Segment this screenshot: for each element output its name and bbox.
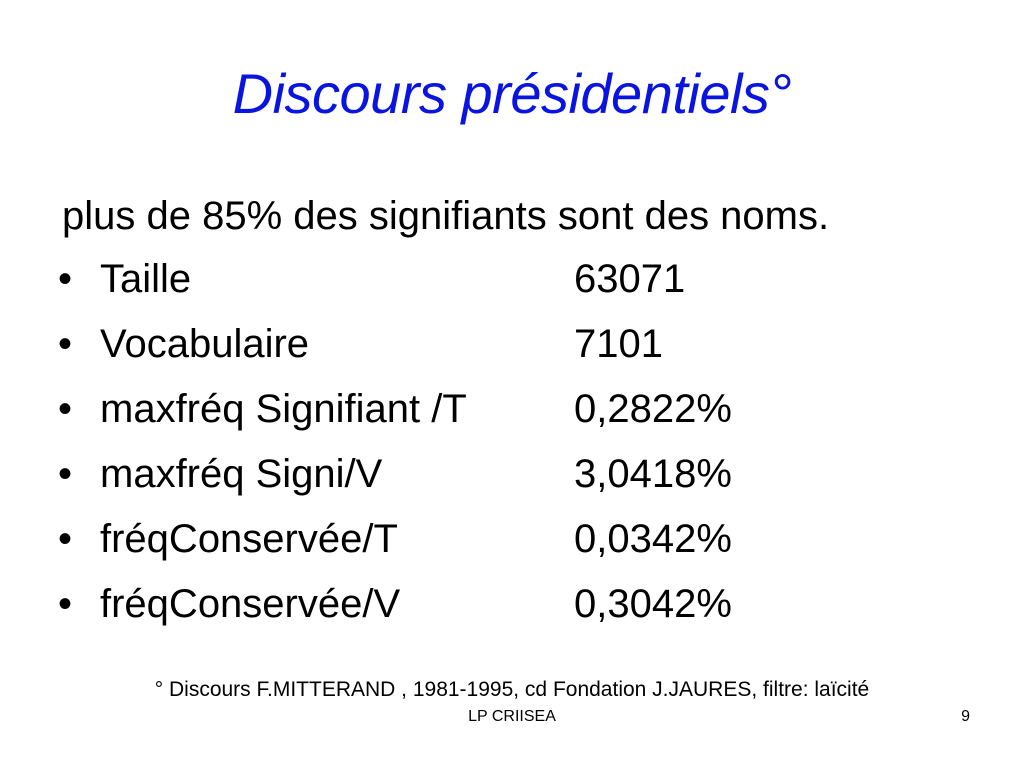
footer-text: LP CRIISEA <box>468 708 556 725</box>
item-value: 63071 <box>574 257 686 301</box>
item-value: 0,0342% <box>574 517 732 561</box>
item-value: 3,0418% <box>574 452 732 496</box>
item-label: fréqConservée/T <box>100 517 398 561</box>
footnote: ° Discours F.MITTERAND , 1981-1995, cd F… <box>154 678 870 701</box>
bullet-icon: • <box>58 257 73 301</box>
item-label: Vocabulaire <box>100 322 310 366</box>
bullet-icon: • <box>58 322 73 366</box>
item-label: maxfréq Signifiant /T <box>100 387 467 431</box>
slide-title: Discours présidentiels° <box>232 62 792 125</box>
bullet-icon: • <box>58 387 73 431</box>
page-number: 9 <box>961 708 970 725</box>
bullet-icon: • <box>58 452 73 496</box>
intro-text: plus de 85% des signifiants sont des nom… <box>62 194 830 238</box>
item-value: 7101 <box>574 322 663 366</box>
item-label: maxfréq Signi/V <box>100 452 383 496</box>
item-value: 0,3042% <box>574 582 732 626</box>
item-value: 0,2822% <box>574 387 732 431</box>
item-label: fréqConservée/V <box>100 582 401 626</box>
bullet-icon: • <box>58 517 73 561</box>
bullet-icon: • <box>58 582 73 626</box>
item-label: Taille <box>100 257 192 301</box>
